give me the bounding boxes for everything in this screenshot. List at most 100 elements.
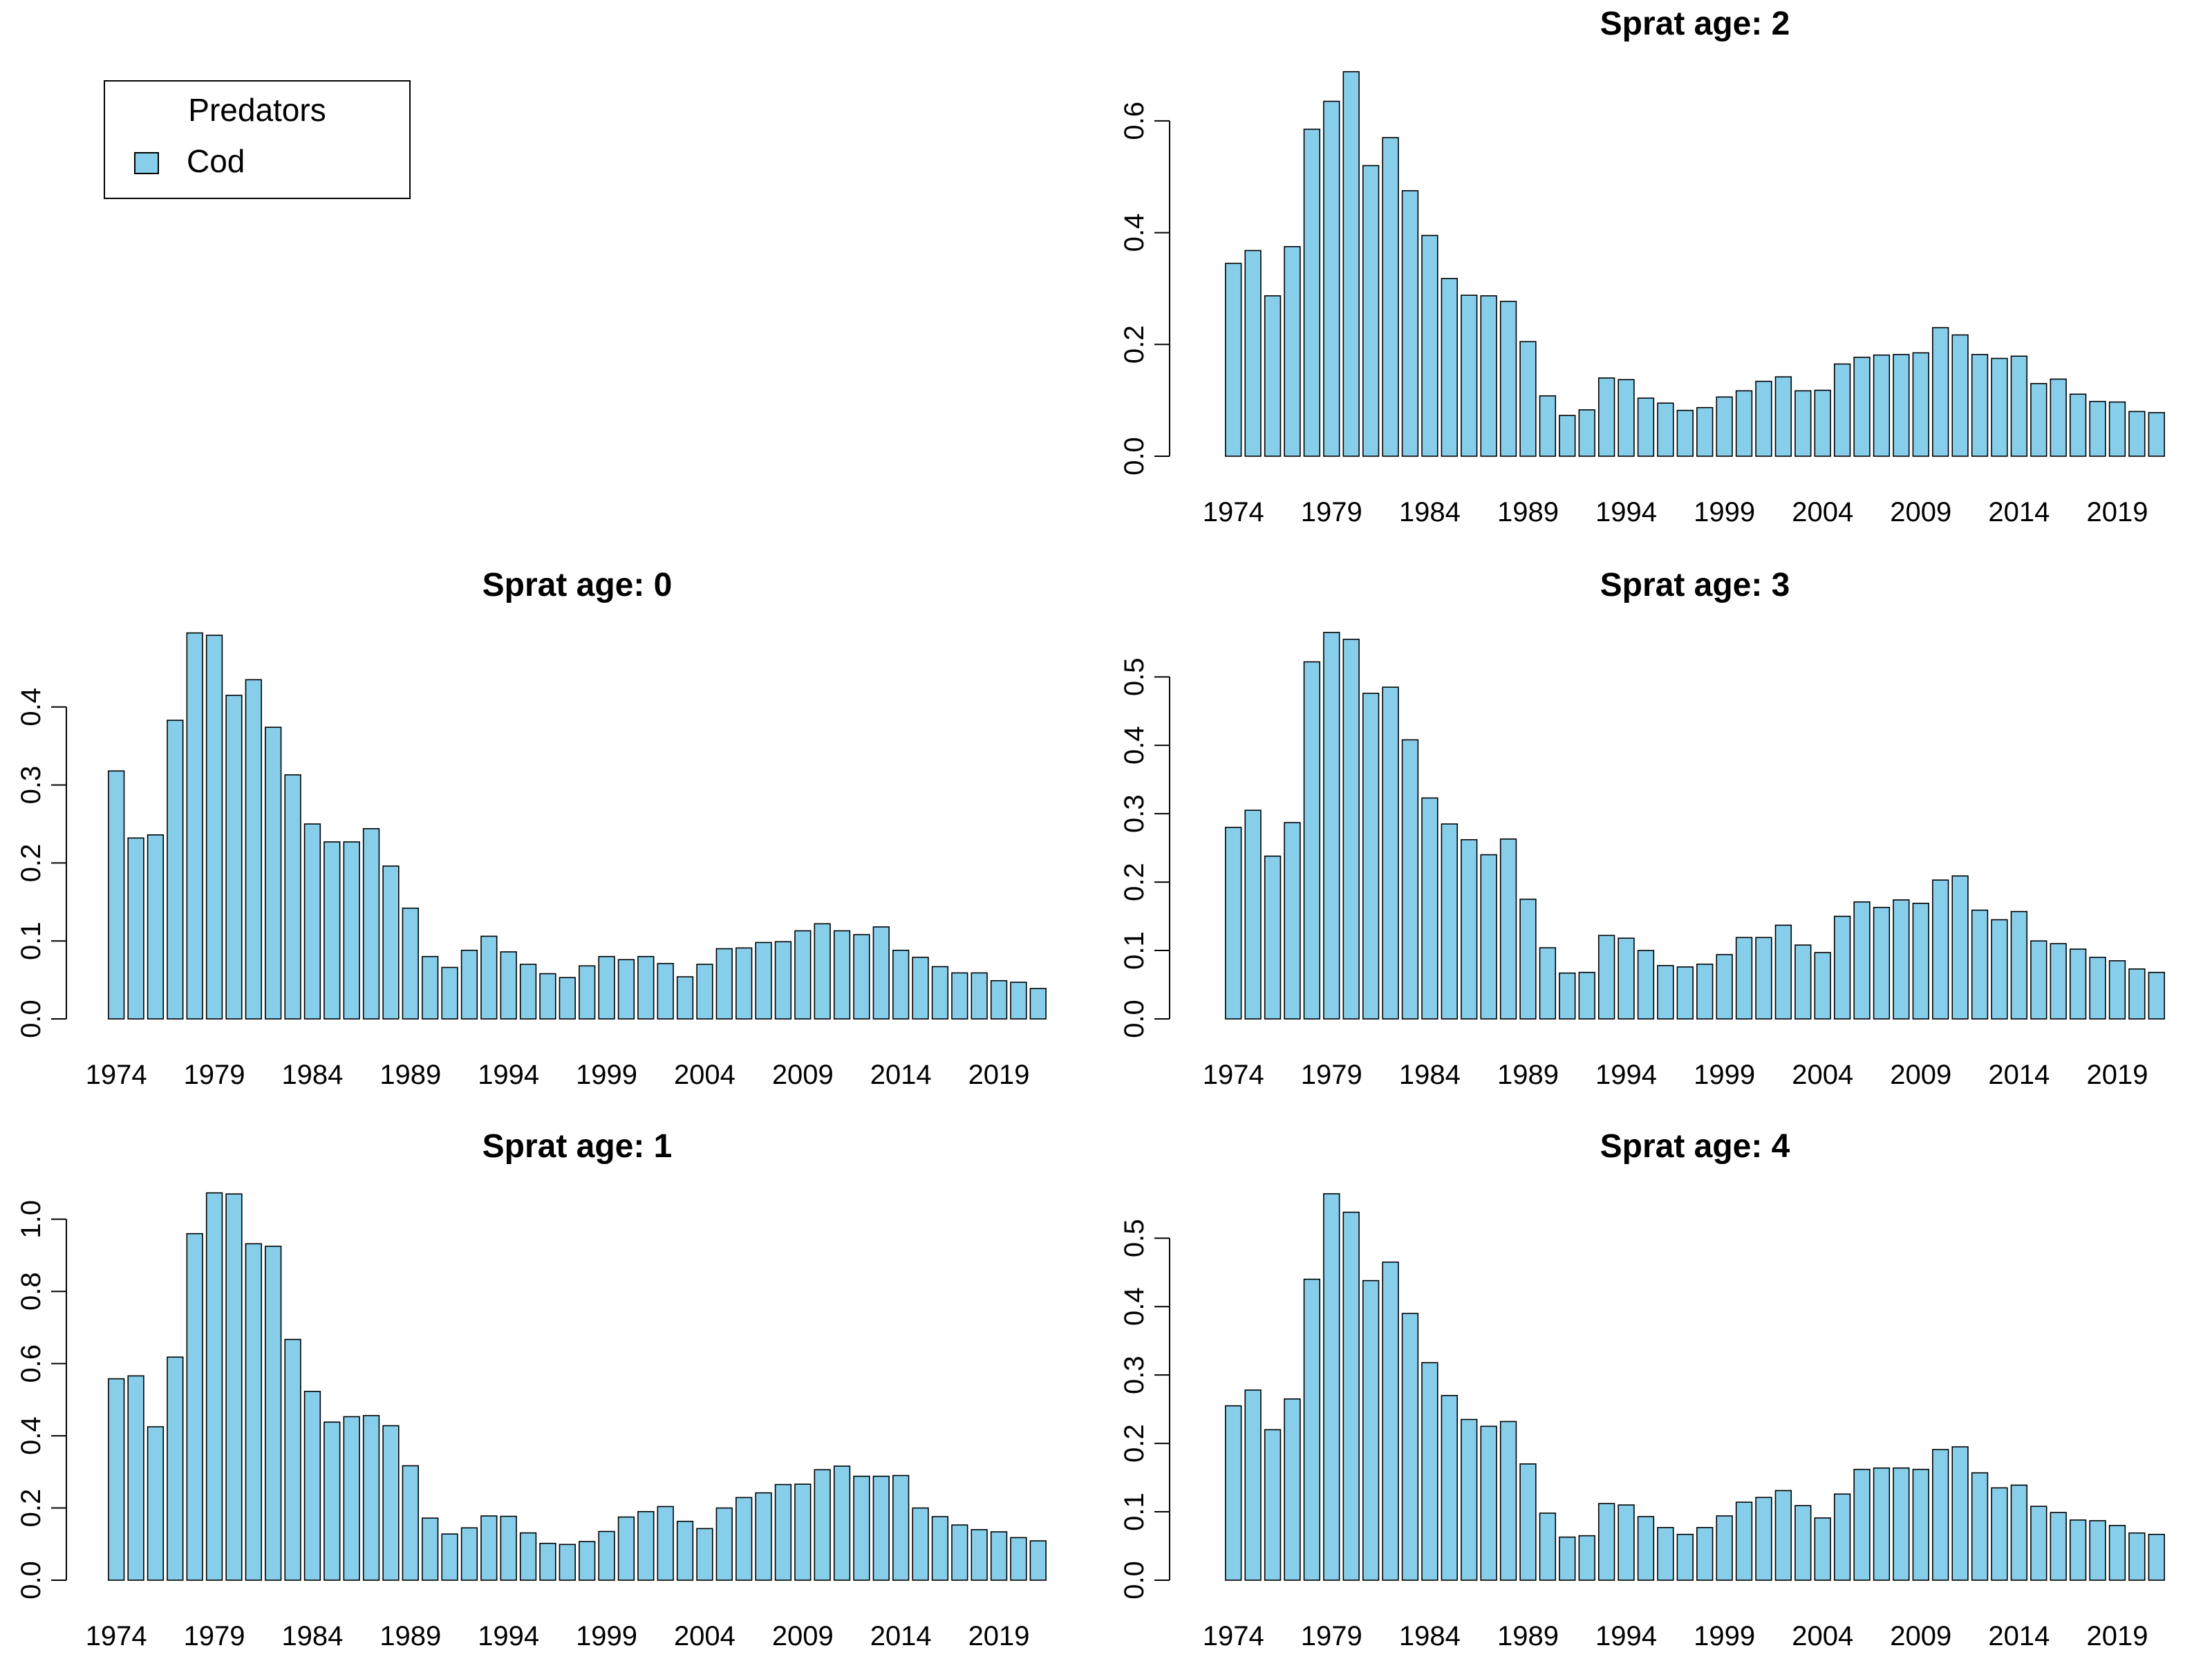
y-tick-label: 0.4: [1119, 726, 1150, 765]
bar-1992: [1578, 971, 1595, 1020]
bar-2000: [1735, 937, 1753, 1020]
bar-2012: [853, 934, 870, 1020]
y-tick-label: 0.5: [1119, 657, 1150, 696]
legend: Predators Cod: [104, 80, 411, 199]
y-tick-label: 1.0: [16, 1200, 46, 1239]
bar-1998: [1696, 964, 1714, 1020]
bar-1974: [108, 770, 125, 1020]
bar-1994: [1618, 1504, 1635, 1581]
bar-1983: [284, 1338, 301, 1581]
bar-2013: [872, 1475, 890, 1581]
bar-2011: [833, 930, 851, 1020]
bar-1984: [303, 1391, 321, 1581]
bar-1996: [1657, 965, 1674, 1020]
bar-1990: [422, 1517, 439, 1581]
x-tick-label: 1989: [1497, 497, 1559, 527]
bar-2012: [1971, 909, 1989, 1020]
bar-1987: [1480, 854, 1497, 1020]
bar-1978: [186, 632, 203, 1020]
bar-1975: [127, 1375, 144, 1581]
bar-1998: [1696, 406, 1714, 457]
bar-1990: [1539, 395, 1557, 457]
bar-1992: [460, 949, 478, 1020]
x-tick-label: 1984: [1399, 497, 1461, 527]
bar-1994: [500, 951, 517, 1020]
y-tick-label: 0.0: [16, 1561, 46, 1600]
bar-1974: [1225, 263, 1242, 457]
bar-1976: [147, 1426, 165, 1581]
bar-1978: [1303, 129, 1321, 457]
x-tick-label: 1994: [1595, 1060, 1657, 1090]
bar-2019: [990, 1531, 1008, 1581]
bar-1977: [1284, 1398, 1301, 1581]
bar-2012: [1971, 1472, 1989, 1581]
y-tick-label: 0.2: [16, 844, 46, 883]
bar-2005: [715, 1507, 733, 1581]
bar-2010: [814, 923, 831, 1020]
x-tick-label: 1974: [1203, 1060, 1264, 1090]
bar-1989: [1519, 899, 1537, 1020]
bar-1974: [108, 1378, 125, 1581]
bar-1980: [225, 1193, 243, 1581]
bar-1979: [205, 1192, 223, 1581]
x-tick-label: 1984: [1399, 1060, 1461, 1090]
y-tick-label: 0.1: [16, 921, 46, 960]
x-tick-label: 1979: [1301, 1060, 1362, 1090]
x-tick-label: 2014: [870, 1621, 932, 1651]
chart-panel-0: Sprat age: 0 1974 1979 1984 1989 1994 1999 2004…: [16, 567, 1047, 1090]
bar-2018: [2089, 957, 2106, 1020]
bar-1994: [1618, 937, 1635, 1020]
bar-1976: [1264, 295, 1282, 457]
y-tick-label: 0.3: [1119, 1356, 1150, 1394]
bar-2001: [1755, 1497, 1772, 1581]
bar-1980: [1342, 639, 1360, 1020]
x-tick-label: 2014: [1988, 497, 2050, 527]
bar-2001: [1755, 937, 1772, 1020]
bar-1992: [1578, 1535, 1595, 1581]
bar-2020: [1010, 1537, 1027, 1581]
legend-title: Predators: [188, 92, 326, 128]
bar-2011: [1951, 875, 1969, 1020]
bar-1985: [324, 1421, 341, 1581]
bar-1981: [1362, 165, 1380, 457]
bar-1997: [1676, 1533, 1694, 1581]
y-tick-label: 0.8: [16, 1272, 46, 1311]
bar-1990: [1539, 947, 1557, 1020]
bar-1977: [167, 720, 184, 1020]
bar-1991: [1559, 972, 1576, 1020]
bar-2014: [2010, 1484, 2028, 1581]
x-tick-label: 2019: [2086, 1621, 2148, 1651]
bar-2020: [2128, 411, 2146, 457]
bar-1989: [1519, 341, 1537, 457]
bar-2019: [2108, 1525, 2126, 1581]
bar-2002: [1774, 1490, 1792, 1581]
bar-2012: [1971, 354, 1989, 457]
bar-1986: [343, 1416, 360, 1581]
chart-panel-4: Sprat age: 4 1974 1979 1984 1989 1994 1999 2004…: [1119, 1128, 2165, 1651]
bar-2008: [1893, 354, 1910, 457]
x-tick-label: 1984: [281, 1621, 343, 1651]
bar-1993: [1597, 1503, 1615, 1581]
bar-2000: [617, 959, 635, 1020]
bar-2015: [912, 1507, 929, 1581]
chart-title: Sprat age: 2: [1600, 6, 1790, 42]
bar-1975: [1244, 250, 1262, 457]
y-tick-label: 0.3: [16, 766, 46, 805]
bar-1976: [147, 834, 165, 1020]
bar-1975: [127, 837, 144, 1020]
bar-2017: [2069, 1519, 2087, 1581]
bar-2017: [951, 972, 968, 1020]
bar-1981: [1362, 1280, 1380, 1581]
bar-2021: [1029, 1540, 1047, 1581]
bar-1974: [1225, 827, 1242, 1020]
bar-1979: [205, 635, 223, 1020]
bar-1997: [559, 1544, 576, 1581]
x-tick-label: 1979: [184, 1621, 245, 1651]
bar-1982: [265, 727, 282, 1020]
chart-panel-2: Sprat age: 2 1974 1979 1984 1989 1994 1999 2004…: [1119, 6, 2165, 527]
bar-2006: [735, 1497, 753, 1581]
bar-1993: [1597, 377, 1615, 457]
bar-2017: [951, 1524, 968, 1581]
bar-1981: [245, 679, 262, 1020]
bar-2001: [1755, 380, 1772, 457]
